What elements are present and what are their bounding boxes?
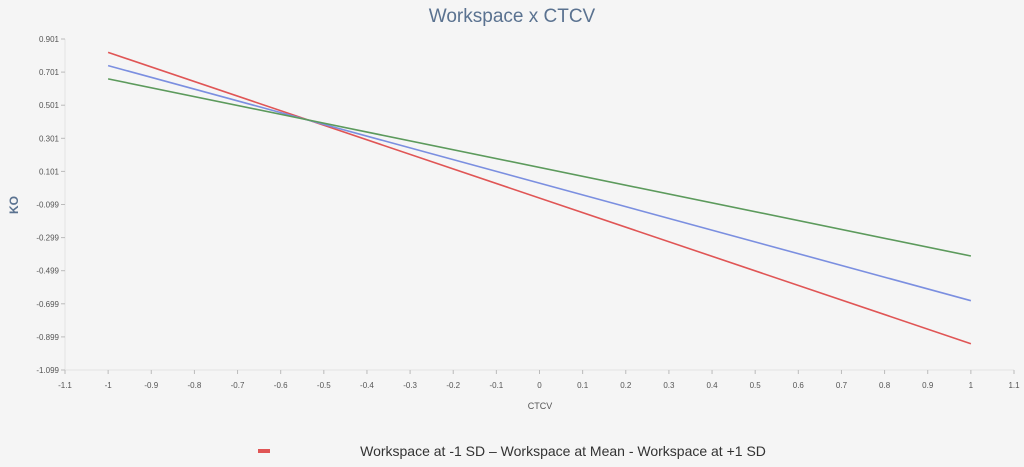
legend-swatch <box>258 449 271 454</box>
x-tick-label-1: -1 <box>105 381 113 390</box>
chart-title: Workspace x CTCV <box>428 6 596 27</box>
x-tick-label-9: -0.2 <box>446 381 460 390</box>
y-tick-label-3: 0.301 <box>39 134 60 143</box>
x-tick-label-21: 1 <box>969 381 974 390</box>
legend-label: Workspace at -1 SD – Workspace at Mean -… <box>360 443 766 459</box>
x-tick-label-20: 0.9 <box>922 381 934 390</box>
x-axis-title: CTCV <box>528 401 553 411</box>
x-tick-label-19: 0.8 <box>879 381 891 390</box>
series-lines <box>107 51 972 345</box>
series-line-0 <box>107 51 972 345</box>
x-tick-label-2: -0.9 <box>144 381 158 390</box>
y-tick-label-5: -0.099 <box>36 201 59 210</box>
x-tick-label-0: -1.1 <box>58 381 72 390</box>
legend: Workspace at -1 SD – Workspace at Mean -… <box>0 443 1024 459</box>
series-line-2 <box>107 78 972 257</box>
x-tick-label-6: -0.5 <box>317 381 331 390</box>
y-axis-ticks: 0.901 0.701 0.501 0.301 0.101 -0.099 -0.299 -0.… <box>36 35 65 375</box>
y-tick-label-7: -0.499 <box>36 267 59 276</box>
x-tick-label-10: -0.1 <box>489 381 503 390</box>
x-tick-label-5: -0.6 <box>274 381 288 390</box>
x-tick-label-8: -0.3 <box>403 381 417 390</box>
x-tick-label-22: 1.1 <box>1008 381 1020 390</box>
y-tick-label-9: -0.899 <box>36 333 59 342</box>
y-axis-title: KO <box>7 196 21 214</box>
y-tick-label-4: 0.101 <box>39 167 60 176</box>
x-tick-label-15: 0.4 <box>706 381 718 390</box>
y-tick-label-6: -0.299 <box>36 234 59 243</box>
x-tick-label-13: 0.2 <box>620 381 632 390</box>
x-axis-ticks: -1.1 -1 -0.9 -0.8 -0.7 -0.6 -0.5 -0.4 -0.3 -0.2 -0… <box>58 370 1020 390</box>
x-tick-label-11: 0 <box>537 381 542 390</box>
series-line-1 <box>107 64 972 302</box>
y-tick-label-0: 0.901 <box>39 35 60 44</box>
x-tick-label-3: -0.8 <box>188 381 202 390</box>
y-tick-label-2: 0.501 <box>39 101 60 110</box>
x-tick-label-17: 0.6 <box>793 381 805 390</box>
x-tick-label-12: 0.1 <box>577 381 589 390</box>
y-tick-label-8: -0.699 <box>36 300 59 309</box>
x-tick-label-7: -0.4 <box>360 381 374 390</box>
x-tick-label-4: -0.7 <box>231 381 245 390</box>
y-tick-label-10: -1.099 <box>36 366 59 375</box>
y-tick-label-1: 0.701 <box>39 68 60 77</box>
x-tick-label-16: 0.5 <box>750 381 762 390</box>
x-tick-label-14: 0.3 <box>663 381 675 390</box>
x-tick-label-18: 0.7 <box>836 381 848 390</box>
